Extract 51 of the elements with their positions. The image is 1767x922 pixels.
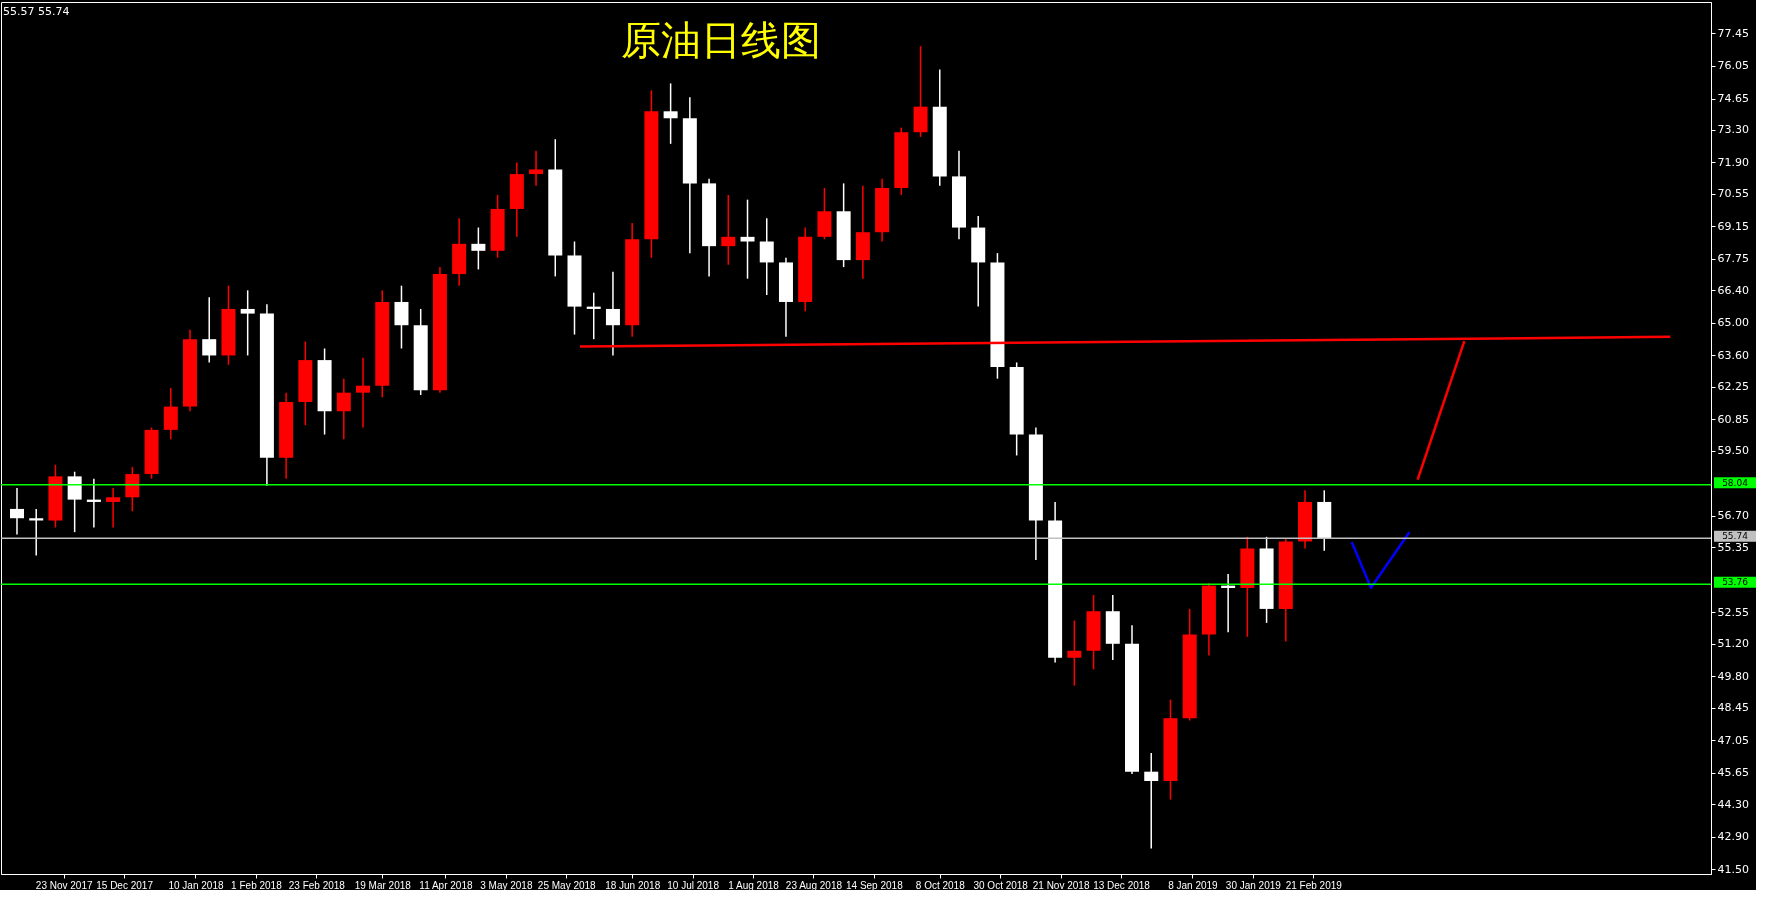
annotation: 55.57 55.74: [3, 5, 70, 18]
y-tick-label: 49.80: [1717, 669, 1749, 683]
x-tick-label: 30 Jan 2019: [1225, 879, 1282, 891]
y-tick-label: 65.00: [1717, 316, 1749, 330]
x-tick-label: 8 Jan 2019: [1168, 879, 1219, 891]
y-tick-label: 71.90: [1717, 155, 1749, 169]
y-tick-label: 69.15: [1717, 219, 1749, 233]
x-tick-label: 18 Jun 2018: [605, 879, 661, 891]
y-tick-label: 51.20: [1717, 637, 1749, 651]
y-tick-label: 60.85: [1717, 412, 1749, 426]
y-tick-label: 55.35: [1717, 540, 1749, 554]
y-tick-label: 74.65: [1717, 92, 1749, 105]
x-tick-label: 11 Apr 2018: [419, 879, 473, 891]
y-tick-label: 66.40: [1717, 283, 1749, 297]
x-tick-label: 10 Jul 2018: [667, 879, 720, 891]
y-tick-label: 45.65: [1717, 766, 1749, 780]
x-tick-label: 1 Feb 2018: [231, 879, 283, 891]
ref-line-label: 55.74: [1722, 531, 1749, 542]
x-tick-label: 1 Aug 2018: [728, 879, 780, 891]
chart-title: 原油日线图: [621, 17, 821, 63]
y-tick-label: 44.30: [1717, 797, 1749, 811]
ref-line-label: 58.04: [1722, 477, 1749, 488]
y-tick-label: 63.60: [1717, 348, 1749, 362]
y-tick-label: 62.25: [1717, 380, 1749, 394]
x-tick-label: 15 Dec 2017: [96, 879, 154, 891]
x-tick-label: 23 Nov 2017: [35, 879, 93, 891]
y-tick-label: 77.45: [1717, 26, 1749, 40]
y-tick-label: 67.75: [1717, 252, 1749, 266]
x-tick-label: 21 Feb 2019: [1285, 879, 1343, 891]
y-tick-label: 52.55: [1717, 605, 1749, 619]
x-tick-label: 21 Nov 2018: [1032, 879, 1090, 891]
ref-line-label: 53.76: [1722, 577, 1749, 588]
y-tick-label: 59.50: [1717, 444, 1749, 458]
y-tick-label: 73.30: [1717, 123, 1749, 137]
y-tick-label: 76.05: [1717, 59, 1749, 73]
x-tick-label: 23 Aug 2018: [785, 879, 843, 891]
x-tick-label: 3 May 2018: [480, 879, 533, 891]
x-tick-label: 25 May 2018: [537, 879, 597, 891]
x-tick-label: 30 Oct 2018: [973, 879, 1029, 891]
x-tick-label: 14 Sep 2018: [845, 879, 904, 891]
y-tick-label: 48.45: [1717, 701, 1749, 715]
x-tick-label: 13 Dec 2018: [1093, 879, 1151, 891]
y-tick-label: 42.90: [1717, 830, 1749, 844]
y-tick-label: 47.05: [1717, 733, 1749, 747]
y-tick-label: 70.55: [1717, 187, 1749, 201]
y-tick-label: 56.70: [1717, 509, 1749, 523]
x-tick-label: 23 Feb 2018: [288, 879, 346, 891]
y-tick-label: 41.50: [1717, 862, 1749, 876]
x-tick-label: 10 Jan 2018: [168, 879, 224, 891]
x-tick-label: 19 Mar 2018: [354, 879, 412, 891]
x-tick-label: 8 Oct 2018: [915, 879, 966, 891]
